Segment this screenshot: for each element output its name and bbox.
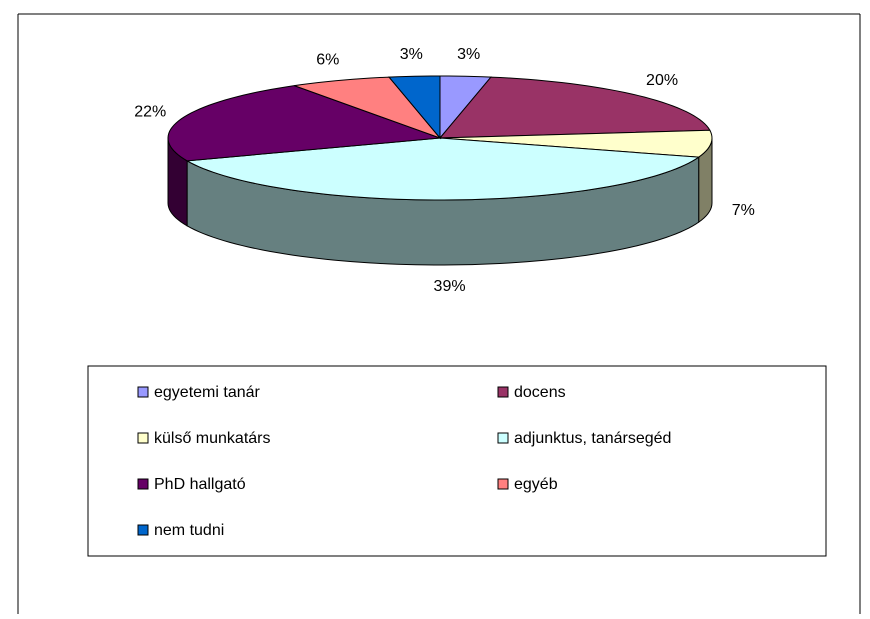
legend-label: külső munkatárs <box>154 430 271 447</box>
data-label: 3% <box>457 46 480 63</box>
data-label: 22% <box>134 103 166 120</box>
legend-swatch <box>497 386 509 398</box>
data-label: 7% <box>732 202 755 219</box>
legend-label: docens <box>514 384 566 401</box>
legend-label: egyetemi tanár <box>154 384 261 401</box>
pie-slice <box>167 85 441 162</box>
legend-label: egyéb <box>514 476 558 493</box>
legend-swatch <box>497 432 509 444</box>
data-label: 39% <box>434 278 466 295</box>
legend-label: nem tudni <box>154 522 224 539</box>
data-label: 20% <box>646 72 678 89</box>
pie-slice <box>438 76 711 139</box>
legend-swatch <box>137 478 149 490</box>
data-label: 3% <box>400 46 423 63</box>
pie-slice <box>439 129 713 158</box>
legend-label: adjunktus, tanársegéd <box>514 430 671 447</box>
legend-swatch <box>137 386 149 398</box>
legend-label: PhD hallgató <box>154 476 246 493</box>
legend-swatch <box>137 432 149 444</box>
data-label: 6% <box>316 51 339 68</box>
legend-swatch <box>137 524 149 536</box>
legend-box <box>87 365 827 557</box>
legend-swatch <box>497 478 509 490</box>
pie-slice <box>387 75 441 140</box>
pie-slice <box>294 76 442 140</box>
pie-slice <box>185 137 701 201</box>
